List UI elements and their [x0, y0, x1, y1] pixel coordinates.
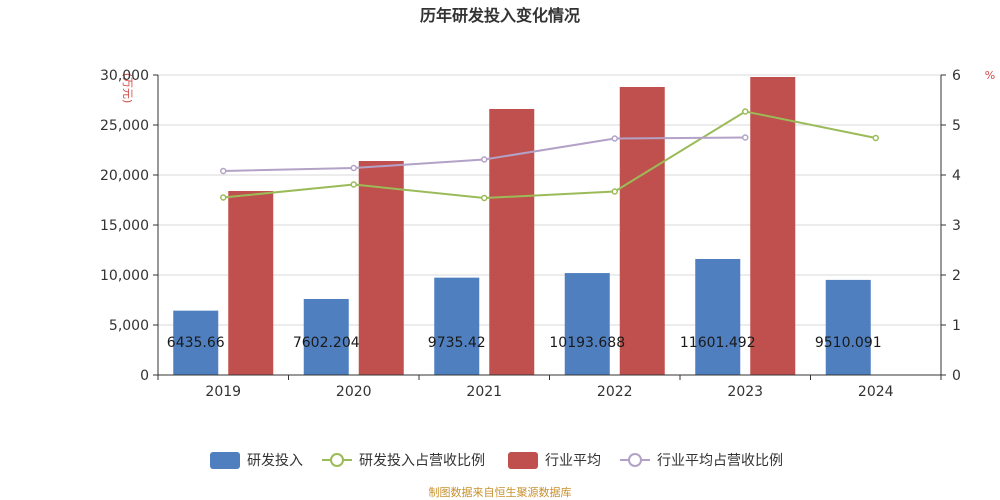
line-point	[742, 134, 749, 141]
line-point	[350, 181, 357, 188]
lines	[220, 108, 879, 202]
bar-value-label: 6435.66	[167, 335, 225, 351]
line-point	[481, 156, 488, 163]
right-axis-tick-label: 4	[952, 168, 961, 184]
left-axis-tick-label: 20,000	[100, 168, 149, 184]
left-axis-tick-label: 30,000	[100, 68, 149, 84]
x-axis-tick-label: 2024	[858, 384, 894, 400]
bar-industry	[358, 161, 404, 375]
bar-industry	[750, 77, 796, 375]
left-axis-tick-label: 15,000	[100, 218, 149, 234]
bar-labels: 6435.66 7602.204 9735.42 10193.688 11601.492…	[167, 335, 882, 351]
legend-label: 行业平均占营收比例	[657, 453, 783, 469]
bar-rd	[825, 279, 871, 375]
right-axis-unit: %	[985, 69, 995, 82]
left-axis-tick-label: 25,000	[100, 118, 149, 134]
right-axis-tick-label: 2	[952, 268, 961, 284]
legend-label: 研发投入	[247, 453, 303, 469]
legend-marker	[628, 453, 642, 467]
bars	[173, 77, 871, 375]
x-axis-tick-label: 2020	[336, 384, 372, 400]
grid-lines	[158, 74, 941, 326]
line-1	[223, 110, 876, 200]
bar-rd	[564, 273, 610, 375]
line-point	[481, 194, 488, 202]
legend-label: 行业平均	[545, 453, 601, 469]
bar-rd	[695, 258, 741, 375]
line-point	[872, 134, 879, 142]
bar-industry	[489, 109, 535, 375]
right-axis-tick-label: 3	[952, 218, 961, 234]
bar-value-label: 10193.688	[549, 335, 625, 351]
source-note: 制图数据来自恒生聚源数据库	[429, 485, 572, 499]
bar-value-label: 7602.204	[293, 335, 360, 351]
legend-marker	[330, 453, 344, 467]
legend-swatch	[508, 452, 538, 469]
x-axis-tick-label: 2019	[205, 384, 241, 400]
left-axis-tick-label: 5,000	[109, 318, 149, 334]
bar-value-label: 9510.091	[815, 335, 882, 351]
bar-rd	[303, 298, 349, 375]
line-point	[220, 167, 227, 175]
right-axis-tick-label: 5	[952, 118, 961, 134]
left-axis-unit: (万元)	[121, 73, 134, 104]
legend-swatch	[210, 452, 240, 469]
right-axis-tick-label: 6	[952, 68, 961, 84]
bar-value-label: 9735.42	[428, 335, 486, 351]
x-axis-tick-label: 2022	[597, 384, 633, 400]
bar-value-label: 11601.492	[680, 335, 756, 351]
line-point	[350, 164, 357, 172]
bar-rd	[434, 277, 480, 375]
line-point	[611, 135, 618, 142]
legend-label: 研发投入占营收比例	[359, 453, 485, 469]
axes: 0 5,000 10,000 15,000 20,000 25,000 30,000 0 1 2 3…	[100, 68, 961, 400]
bar-industry	[619, 87, 665, 375]
bar-rd	[173, 310, 219, 375]
legend[interactable]: 研发投入 研发投入占营收比例 行业平均 行业平均占营收比例	[210, 452, 783, 469]
x-axis-tick-label: 2021	[466, 384, 502, 400]
line-3	[223, 136, 746, 172]
line-point	[611, 188, 618, 195]
chart-title: 历年研发投入变化情况	[420, 6, 580, 25]
left-axis-tick-label: 0	[140, 368, 149, 384]
right-axis-tick-label: 0	[952, 368, 961, 384]
line-point	[742, 108, 749, 115]
left-axis-tick-label: 10,000	[100, 268, 149, 284]
bar-industry	[228, 191, 274, 375]
x-axis-tick-label: 2023	[727, 384, 763, 400]
line-point	[220, 194, 227, 201]
right-axis-tick-label: 1	[952, 318, 961, 334]
